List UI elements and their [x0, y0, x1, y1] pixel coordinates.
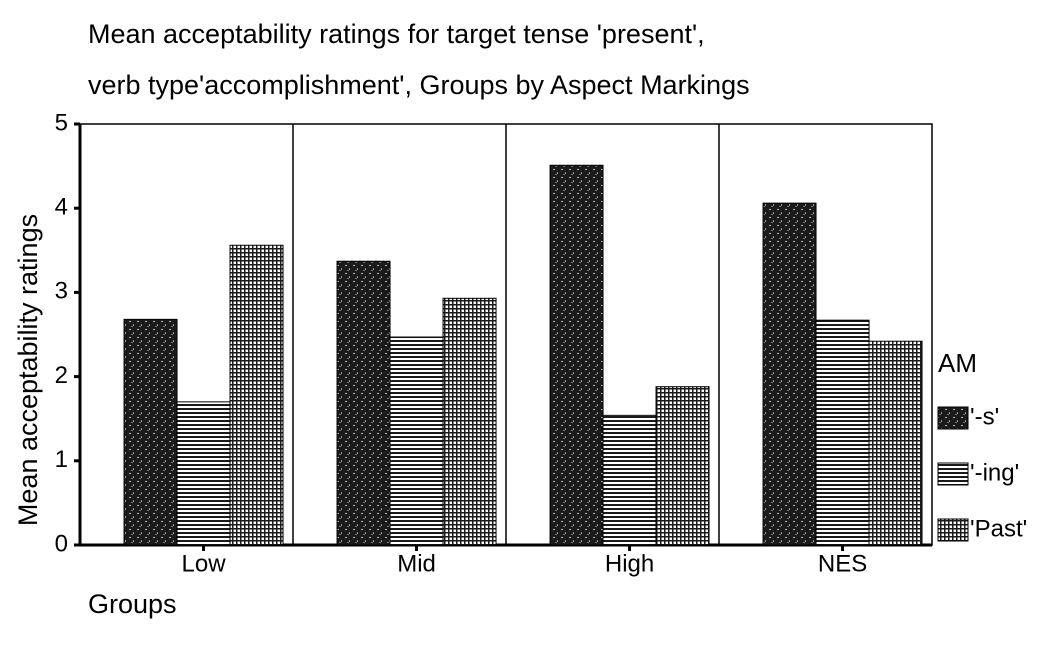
legend-swatch [937, 518, 969, 542]
y-tick-label: 0 [55, 530, 68, 557]
bar [815, 319, 870, 546]
legend-title: AM [938, 348, 977, 378]
bar [336, 260, 391, 546]
x-tick-label: Mid [397, 550, 436, 577]
bar [176, 401, 231, 546]
y-tick-label: 2 [55, 362, 68, 389]
y-axis-title: Mean acceptability ratings [13, 214, 43, 526]
bar [602, 414, 657, 546]
x-tick-label: NES [818, 550, 867, 577]
legend-label: '-s' [970, 403, 999, 430]
legend-swatch [937, 462, 969, 486]
x-tick-label: Low [182, 550, 227, 577]
bar [123, 318, 178, 546]
legend-label: '-ing' [970, 459, 1019, 486]
chart-title: Mean acceptability ratings for target te… [88, 19, 705, 49]
bar [655, 386, 710, 546]
bar [549, 164, 604, 546]
legend-swatch [937, 406, 969, 430]
y-tick-label: 3 [55, 278, 68, 305]
x-tick-label: High [605, 550, 654, 577]
bar [868, 340, 923, 546]
y-tick-label: 5 [55, 109, 68, 136]
bar [442, 297, 497, 546]
legend-label: 'Past' [970, 515, 1027, 542]
bar [229, 244, 284, 546]
chart-title: verb type'accomplishment', Groups by Asp… [88, 70, 750, 100]
y-tick-label: 4 [55, 194, 68, 221]
x-axis-title: Groups [88, 589, 177, 619]
bar [762, 202, 817, 546]
y-tick-label: 1 [55, 446, 68, 473]
bar [389, 336, 444, 546]
